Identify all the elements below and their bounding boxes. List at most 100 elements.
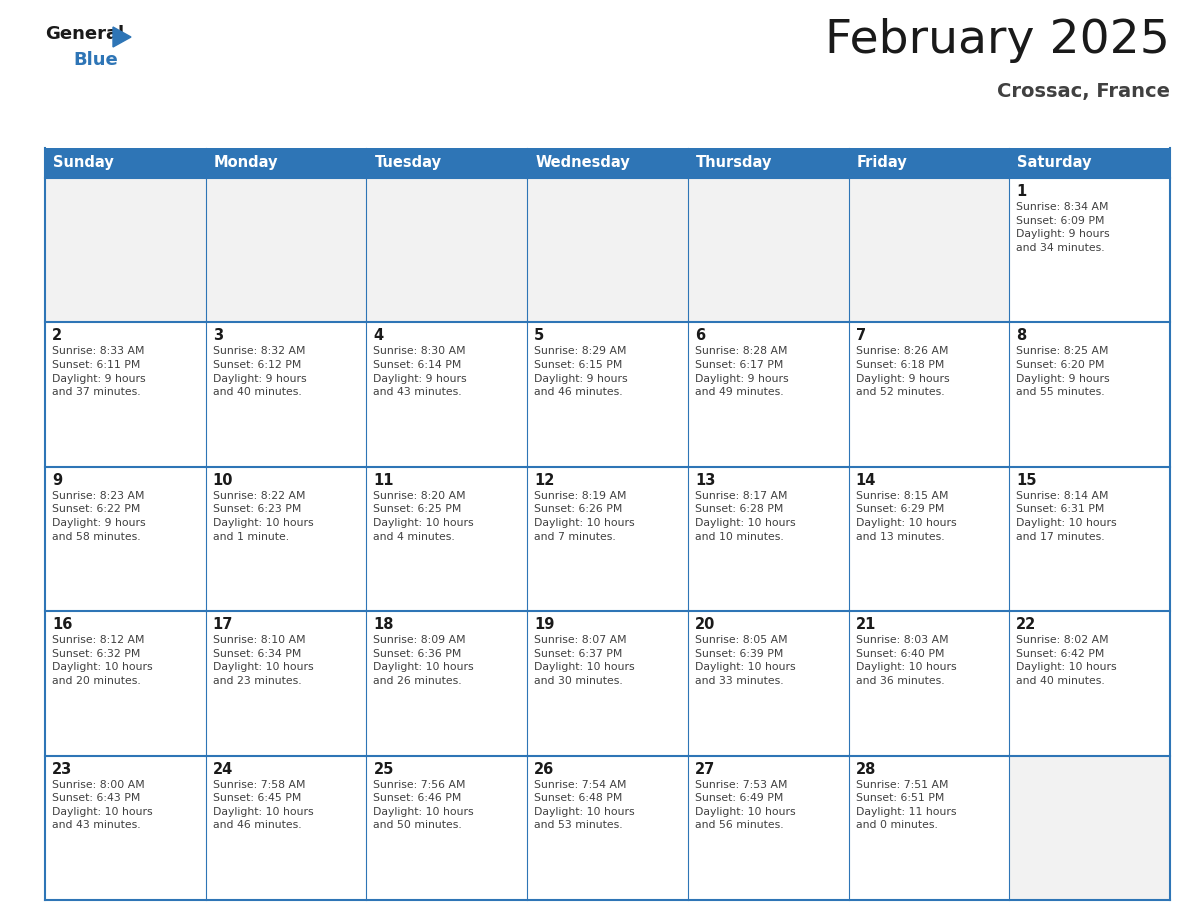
Text: Sunrise: 8:26 AM
Sunset: 6:18 PM
Daylight: 9 hours
and 52 minutes.: Sunrise: 8:26 AM Sunset: 6:18 PM Dayligh… (855, 346, 949, 397)
Bar (206, 148, 366, 178)
Text: General: General (45, 25, 124, 43)
Polygon shape (113, 27, 131, 47)
Text: Sunrise: 8:00 AM
Sunset: 6:43 PM
Daylight: 10 hours
and 43 minutes.: Sunrise: 8:00 AM Sunset: 6:43 PM Dayligh… (52, 779, 152, 831)
Bar (527, 756, 688, 900)
Bar (527, 322, 688, 466)
Bar (366, 756, 527, 900)
Text: Sunrise: 8:20 AM
Sunset: 6:25 PM
Daylight: 10 hours
and 4 minutes.: Sunrise: 8:20 AM Sunset: 6:25 PM Dayligh… (373, 491, 474, 542)
Bar (45, 756, 206, 900)
Text: Sunrise: 8:19 AM
Sunset: 6:26 PM
Daylight: 10 hours
and 7 minutes.: Sunrise: 8:19 AM Sunset: 6:26 PM Dayligh… (535, 491, 634, 542)
Bar (1010, 322, 1170, 466)
Text: Sunrise: 7:51 AM
Sunset: 6:51 PM
Daylight: 11 hours
and 0 minutes.: Sunrise: 7:51 AM Sunset: 6:51 PM Dayligh… (855, 779, 956, 831)
Bar (688, 322, 848, 466)
Bar (688, 611, 848, 756)
Text: Sunrise: 8:33 AM
Sunset: 6:11 PM
Daylight: 9 hours
and 37 minutes.: Sunrise: 8:33 AM Sunset: 6:11 PM Dayligh… (52, 346, 146, 397)
Text: 6: 6 (695, 329, 704, 343)
Bar (366, 322, 527, 466)
Bar (366, 466, 527, 611)
Text: Sunrise: 8:12 AM
Sunset: 6:32 PM
Daylight: 10 hours
and 20 minutes.: Sunrise: 8:12 AM Sunset: 6:32 PM Dayligh… (52, 635, 152, 686)
Text: Sunrise: 8:28 AM
Sunset: 6:17 PM
Daylight: 9 hours
and 49 minutes.: Sunrise: 8:28 AM Sunset: 6:17 PM Dayligh… (695, 346, 789, 397)
Text: 25: 25 (373, 762, 393, 777)
Text: 15: 15 (1016, 473, 1037, 487)
Text: Sunrise: 8:22 AM
Sunset: 6:23 PM
Daylight: 10 hours
and 1 minute.: Sunrise: 8:22 AM Sunset: 6:23 PM Dayligh… (213, 491, 314, 542)
Text: Sunrise: 8:10 AM
Sunset: 6:34 PM
Daylight: 10 hours
and 23 minutes.: Sunrise: 8:10 AM Sunset: 6:34 PM Dayligh… (213, 635, 314, 686)
Text: 7: 7 (855, 329, 866, 343)
Text: Monday: Monday (214, 155, 278, 171)
Text: 19: 19 (535, 617, 555, 633)
Text: Sunday: Sunday (53, 155, 114, 171)
Text: 23: 23 (52, 762, 72, 777)
Text: Sunrise: 8:30 AM
Sunset: 6:14 PM
Daylight: 9 hours
and 43 minutes.: Sunrise: 8:30 AM Sunset: 6:14 PM Dayligh… (373, 346, 467, 397)
Bar (688, 466, 848, 611)
Text: 18: 18 (373, 617, 394, 633)
Text: February 2025: February 2025 (826, 18, 1170, 63)
Bar (527, 148, 688, 178)
Text: Sunrise: 8:02 AM
Sunset: 6:42 PM
Daylight: 10 hours
and 40 minutes.: Sunrise: 8:02 AM Sunset: 6:42 PM Dayligh… (1016, 635, 1117, 686)
Text: 21: 21 (855, 617, 876, 633)
Bar (45, 178, 206, 322)
Bar (848, 178, 1010, 322)
Text: Sunrise: 8:05 AM
Sunset: 6:39 PM
Daylight: 10 hours
and 33 minutes.: Sunrise: 8:05 AM Sunset: 6:39 PM Dayligh… (695, 635, 796, 686)
Text: 8: 8 (1016, 329, 1026, 343)
Bar (848, 322, 1010, 466)
Text: 28: 28 (855, 762, 876, 777)
Bar (848, 148, 1010, 178)
Bar (366, 178, 527, 322)
Text: 17: 17 (213, 617, 233, 633)
Bar (206, 178, 366, 322)
Bar (848, 611, 1010, 756)
Text: Sunrise: 8:15 AM
Sunset: 6:29 PM
Daylight: 10 hours
and 13 minutes.: Sunrise: 8:15 AM Sunset: 6:29 PM Dayligh… (855, 491, 956, 542)
Text: Sunrise: 8:34 AM
Sunset: 6:09 PM
Daylight: 9 hours
and 34 minutes.: Sunrise: 8:34 AM Sunset: 6:09 PM Dayligh… (1016, 202, 1110, 252)
Text: 27: 27 (695, 762, 715, 777)
Text: Sunrise: 8:09 AM
Sunset: 6:36 PM
Daylight: 10 hours
and 26 minutes.: Sunrise: 8:09 AM Sunset: 6:36 PM Dayligh… (373, 635, 474, 686)
Text: Blue: Blue (72, 51, 118, 69)
Text: Sunrise: 8:17 AM
Sunset: 6:28 PM
Daylight: 10 hours
and 10 minutes.: Sunrise: 8:17 AM Sunset: 6:28 PM Dayligh… (695, 491, 796, 542)
Bar (45, 466, 206, 611)
Bar (527, 466, 688, 611)
Text: Sunrise: 8:14 AM
Sunset: 6:31 PM
Daylight: 10 hours
and 17 minutes.: Sunrise: 8:14 AM Sunset: 6:31 PM Dayligh… (1016, 491, 1117, 542)
Text: Sunrise: 8:32 AM
Sunset: 6:12 PM
Daylight: 9 hours
and 40 minutes.: Sunrise: 8:32 AM Sunset: 6:12 PM Dayligh… (213, 346, 307, 397)
Bar (45, 611, 206, 756)
Bar (1010, 148, 1170, 178)
Text: Friday: Friday (857, 155, 908, 171)
Bar (848, 756, 1010, 900)
Bar (206, 756, 366, 900)
Text: 22: 22 (1016, 617, 1037, 633)
Bar (848, 466, 1010, 611)
Text: Saturday: Saturday (1017, 155, 1092, 171)
Text: Wednesday: Wednesday (535, 155, 630, 171)
Text: 26: 26 (535, 762, 555, 777)
Bar (688, 756, 848, 900)
Text: 10: 10 (213, 473, 233, 487)
Text: Sunrise: 8:07 AM
Sunset: 6:37 PM
Daylight: 10 hours
and 30 minutes.: Sunrise: 8:07 AM Sunset: 6:37 PM Dayligh… (535, 635, 634, 686)
Bar (527, 178, 688, 322)
Text: 5: 5 (535, 329, 544, 343)
Text: Sunrise: 7:58 AM
Sunset: 6:45 PM
Daylight: 10 hours
and 46 minutes.: Sunrise: 7:58 AM Sunset: 6:45 PM Dayligh… (213, 779, 314, 831)
Text: Sunrise: 8:25 AM
Sunset: 6:20 PM
Daylight: 9 hours
and 55 minutes.: Sunrise: 8:25 AM Sunset: 6:20 PM Dayligh… (1016, 346, 1110, 397)
Bar (688, 178, 848, 322)
Text: 20: 20 (695, 617, 715, 633)
Text: 2: 2 (52, 329, 62, 343)
Text: 16: 16 (52, 617, 72, 633)
Text: Crossac, France: Crossac, France (997, 82, 1170, 101)
Text: 11: 11 (373, 473, 394, 487)
Bar (527, 611, 688, 756)
Text: 24: 24 (213, 762, 233, 777)
Text: Thursday: Thursday (696, 155, 772, 171)
Bar (206, 611, 366, 756)
Text: 3: 3 (213, 329, 223, 343)
Text: 13: 13 (695, 473, 715, 487)
Bar (206, 322, 366, 466)
Text: Tuesday: Tuesday (374, 155, 442, 171)
Bar (206, 466, 366, 611)
Text: 9: 9 (52, 473, 62, 487)
Bar (45, 148, 206, 178)
Text: Sunrise: 8:03 AM
Sunset: 6:40 PM
Daylight: 10 hours
and 36 minutes.: Sunrise: 8:03 AM Sunset: 6:40 PM Dayligh… (855, 635, 956, 686)
Bar (688, 148, 848, 178)
Text: 12: 12 (535, 473, 555, 487)
Bar (1010, 466, 1170, 611)
Text: 4: 4 (373, 329, 384, 343)
Text: Sunrise: 8:29 AM
Sunset: 6:15 PM
Daylight: 9 hours
and 46 minutes.: Sunrise: 8:29 AM Sunset: 6:15 PM Dayligh… (535, 346, 627, 397)
Bar (45, 322, 206, 466)
Text: 1: 1 (1016, 184, 1026, 199)
